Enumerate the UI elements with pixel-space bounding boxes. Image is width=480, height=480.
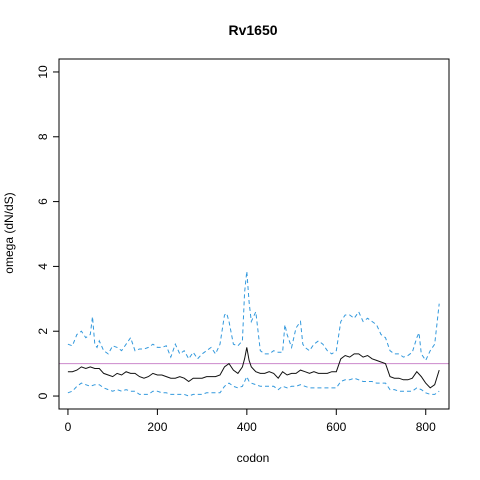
x-tick-label: 200 — [147, 420, 167, 434]
y-tick-label: 10 — [36, 65, 50, 79]
series-line-1 — [67, 271, 440, 362]
plot-frame — [58, 58, 450, 410]
x-axis: 0 200 400 600 800 — [65, 408, 436, 434]
y-tick-label: 2 — [36, 328, 50, 335]
chart-title: Rv1650 — [228, 22, 277, 38]
x-tick-label: 800 — [416, 420, 436, 434]
x-tick-label: 400 — [237, 420, 257, 434]
x-tick-label: 0 — [65, 420, 72, 434]
y-tick-label: 8 — [36, 133, 50, 140]
y-axis: 0 2 4 6 8 10 — [36, 65, 60, 399]
y-tick-label: 4 — [36, 263, 50, 270]
series-line-0 — [67, 347, 440, 389]
y-tick-label: 6 — [36, 198, 50, 205]
y-tick-label: 0 — [36, 392, 50, 399]
plot-area — [58, 58, 450, 410]
x-tick-label: 600 — [326, 420, 346, 434]
x-axis-label: codon — [237, 451, 270, 465]
series-line-2 — [67, 375, 440, 397]
y-axis-label: omega (dN/dS) — [2, 192, 16, 273]
